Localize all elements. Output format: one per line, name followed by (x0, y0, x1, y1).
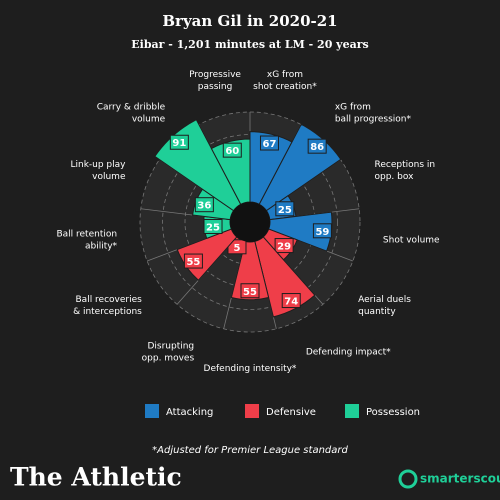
value-label-box (259, 135, 279, 151)
category-label: Carry & dribble volume (97, 102, 166, 124)
category-label: Progressive passing (189, 70, 241, 92)
value-label: 59 (315, 227, 329, 238)
legend-label: Attacking (166, 407, 213, 418)
category-label: xG from ball progression* (335, 102, 412, 124)
chart-title: Bryan Gil in 2020-21 (162, 12, 337, 30)
value-label-box (274, 238, 294, 254)
value-label-box (312, 223, 332, 239)
value-label: 74 (284, 297, 298, 308)
source: smarterscout (420, 472, 500, 486)
value-label: 5 (234, 243, 241, 254)
source-logo (398, 469, 418, 489)
center-hole (230, 202, 270, 242)
value-label-box (194, 197, 214, 213)
value-label-box (222, 142, 242, 158)
value-label-box (275, 201, 295, 217)
value-label: 67 (263, 139, 277, 150)
brand: The Athletic (10, 463, 182, 492)
value-label: 60 (225, 146, 239, 157)
value-label-box (183, 253, 203, 269)
legend-swatch (345, 404, 359, 418)
value-label: 91 (172, 138, 186, 149)
value-label: 25 (278, 205, 292, 216)
value-label-box (281, 293, 301, 309)
legend-swatch (245, 404, 259, 418)
category-label: Shot volume (383, 235, 440, 245)
legend-swatch (145, 404, 159, 418)
category-label: xG from shot creation* (253, 70, 317, 92)
value-label: 55 (243, 287, 257, 298)
legend-label: Defensive (266, 407, 316, 418)
chart-subtitle: Eibar - 1,201 minutes at LM - 20 years (131, 38, 368, 51)
category-label: Disrupting opp. moves (142, 341, 195, 363)
value-label: 36 (197, 201, 211, 212)
value-label-box (307, 138, 327, 154)
category-label: Receptions in opp. box (375, 160, 436, 182)
category-label: Link-up play volume (70, 160, 126, 182)
category-label: Defending impact* (306, 347, 391, 357)
value-label: 29 (277, 242, 291, 253)
grid-ring (162, 134, 338, 310)
value-label-box (240, 283, 260, 299)
value-label-box (203, 218, 223, 234)
value-label: 86 (310, 142, 324, 153)
value-label: 25 (206, 222, 220, 233)
legend-label: Possession (366, 407, 420, 418)
category-label: Ball recoveries & interceptions (73, 294, 142, 316)
footnote: *Adjusted for Premier League standard (152, 445, 348, 456)
grid-ring (139, 111, 361, 333)
category-label: Ball retention ability* (56, 229, 117, 251)
category-label: Defending intensity* (204, 364, 297, 374)
category-label: Aerial duels quantity (358, 294, 411, 316)
value-label: 55 (186, 257, 200, 268)
value-label-box (169, 134, 189, 150)
